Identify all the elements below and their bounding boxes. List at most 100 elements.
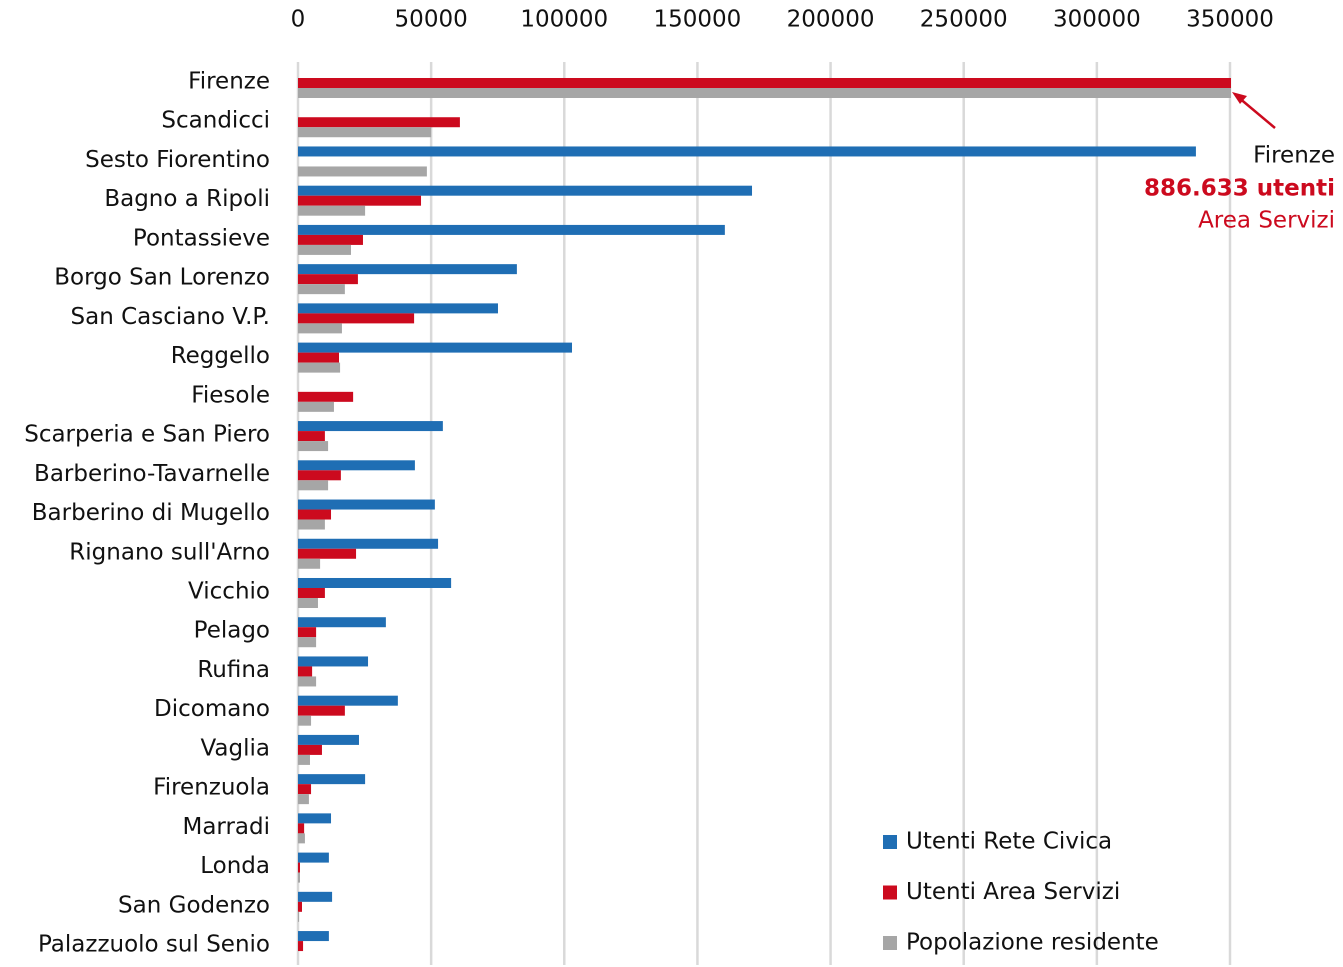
bar xyxy=(298,313,415,324)
annotation-text: Area Servizi xyxy=(1198,208,1335,234)
x-tick-label: 250000 xyxy=(920,7,1008,33)
y-tick-label: Londa xyxy=(200,853,270,879)
bar xyxy=(298,274,358,285)
bar xyxy=(298,715,312,726)
bar xyxy=(298,431,325,442)
bar xyxy=(298,656,369,667)
annotation-arrow xyxy=(1237,96,1276,129)
bar xyxy=(298,470,341,481)
bar xyxy=(298,794,309,805)
bar xyxy=(298,224,725,235)
y-tick-label: Vicchio xyxy=(188,578,270,604)
bar xyxy=(298,852,329,863)
bar xyxy=(298,774,366,785)
bar xyxy=(298,911,300,922)
y-tick-label: Palazzuolo sul Senio xyxy=(38,932,270,958)
bar xyxy=(298,823,305,834)
y-tick-label: Vaglia xyxy=(200,735,270,761)
labels: 0 50000 100000 150000 200000 250000 300000 3500… xyxy=(24,7,1274,958)
annotation-arrowhead xyxy=(1232,92,1247,104)
y-tick-label: Borgo San Lorenzo xyxy=(54,265,270,291)
y-tick-label: Barberino di Mugello xyxy=(32,500,270,526)
bar xyxy=(298,862,300,873)
bar xyxy=(298,303,498,314)
bar xyxy=(298,342,573,353)
bar xyxy=(298,577,452,588)
legend-swatch xyxy=(883,835,897,849)
legend-label: Popolazione residente xyxy=(906,930,1159,956)
bar xyxy=(298,548,357,559)
bar xyxy=(298,833,305,844)
x-tick-label: 100000 xyxy=(520,7,608,33)
bar xyxy=(298,264,517,275)
x-tick-label: 350000 xyxy=(1186,7,1274,33)
bar xyxy=(298,695,398,706)
bar xyxy=(298,323,342,334)
bar xyxy=(298,676,317,687)
bar xyxy=(298,813,332,824)
bar xyxy=(298,509,332,520)
y-tick-label: Rufina xyxy=(197,657,270,683)
bar xyxy=(298,352,340,363)
bar xyxy=(298,117,460,128)
bar xyxy=(298,891,333,902)
bar xyxy=(298,127,432,138)
grid xyxy=(296,62,1232,965)
bar xyxy=(298,872,300,883)
bar xyxy=(298,587,325,598)
y-tick-label: Scarperia e San Piero xyxy=(24,422,270,448)
bar xyxy=(298,362,341,373)
bar xyxy=(298,499,435,510)
legend-label: Utenti Area Servizi xyxy=(906,879,1120,905)
y-tick-label: Pelago xyxy=(194,618,270,644)
bar xyxy=(298,637,317,648)
y-tick-label: Pontassieve xyxy=(133,225,270,251)
bar xyxy=(298,754,310,765)
bar xyxy=(298,538,439,549)
bar xyxy=(298,617,386,628)
bar xyxy=(298,597,318,608)
bar xyxy=(298,205,366,216)
x-tick-label: 300000 xyxy=(1053,7,1141,33)
bar xyxy=(298,901,302,912)
y-tick-label: Marradi xyxy=(182,814,270,840)
bar xyxy=(298,244,351,255)
y-tick-label: Firenze xyxy=(188,69,270,95)
bar xyxy=(298,705,345,716)
y-tick-label: Sesto Fiorentino xyxy=(85,147,270,173)
bar xyxy=(298,627,317,638)
y-tick-label: San Casciano V.P. xyxy=(71,304,271,330)
bar xyxy=(298,78,1231,88)
annotation-city: Firenze xyxy=(1253,143,1335,169)
y-tick-label: Reggello xyxy=(171,343,270,369)
bar xyxy=(298,185,753,196)
bar xyxy=(298,558,321,569)
bar xyxy=(298,460,415,471)
x-tick-label: 200000 xyxy=(787,7,875,33)
y-tick-label: Firenzuola xyxy=(153,775,270,801)
bar xyxy=(298,195,422,206)
y-tick-label: San Godenzo xyxy=(118,892,270,918)
y-tick-label: Rignano sull'Arno xyxy=(69,539,270,565)
bar xyxy=(298,480,329,491)
bar xyxy=(298,421,443,432)
y-tick-label: Fiesole xyxy=(191,382,270,408)
bar xyxy=(298,284,345,295)
bar xyxy=(298,441,329,452)
bar xyxy=(298,941,304,952)
bars xyxy=(298,78,1231,952)
x-tick-label: 0 xyxy=(291,7,306,33)
bar xyxy=(298,391,354,402)
y-tick-label: Dicomano xyxy=(154,696,270,722)
y-tick-label: Barberino-Tavarnelle xyxy=(34,461,270,487)
y-tick-label: Scandicci xyxy=(161,108,270,134)
bar xyxy=(298,166,427,177)
bar xyxy=(298,401,334,412)
bar xyxy=(298,666,313,677)
legend-label: Utenti Rete Civica xyxy=(906,829,1112,855)
legend-swatch xyxy=(883,885,897,900)
y-tick-label: Bagno a Ripoli xyxy=(104,186,270,212)
annotation-value: 886.633 utenti xyxy=(1144,176,1335,202)
x-tick-label: 150000 xyxy=(654,7,742,33)
bar xyxy=(298,234,363,245)
